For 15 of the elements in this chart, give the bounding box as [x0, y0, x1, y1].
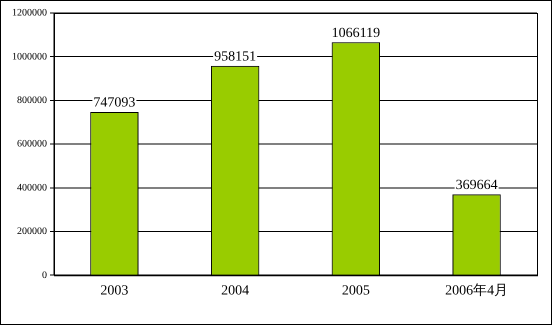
data-label: 747093	[93, 96, 136, 111]
x-tick-label: 2006年4月	[445, 282, 508, 298]
y-tick-label: 0	[42, 270, 47, 281]
data-label: 369664	[456, 178, 498, 194]
x-tick-label: 2005	[342, 283, 370, 298]
x-tick-label: 2004	[221, 283, 250, 298]
y-tick-label: 600000	[17, 138, 47, 150]
y-tick-label: 800000	[17, 95, 47, 106]
y-tick-label: 1200000	[12, 8, 47, 19]
data-label: 1066119	[332, 26, 380, 41]
y-tick-label: 200000	[17, 226, 47, 238]
y-tick-label: 1000000	[12, 51, 47, 62]
x-tick-label: 2003	[100, 283, 128, 298]
data-label: 958151	[214, 50, 256, 65]
y-tick-label: 400000	[17, 182, 47, 194]
